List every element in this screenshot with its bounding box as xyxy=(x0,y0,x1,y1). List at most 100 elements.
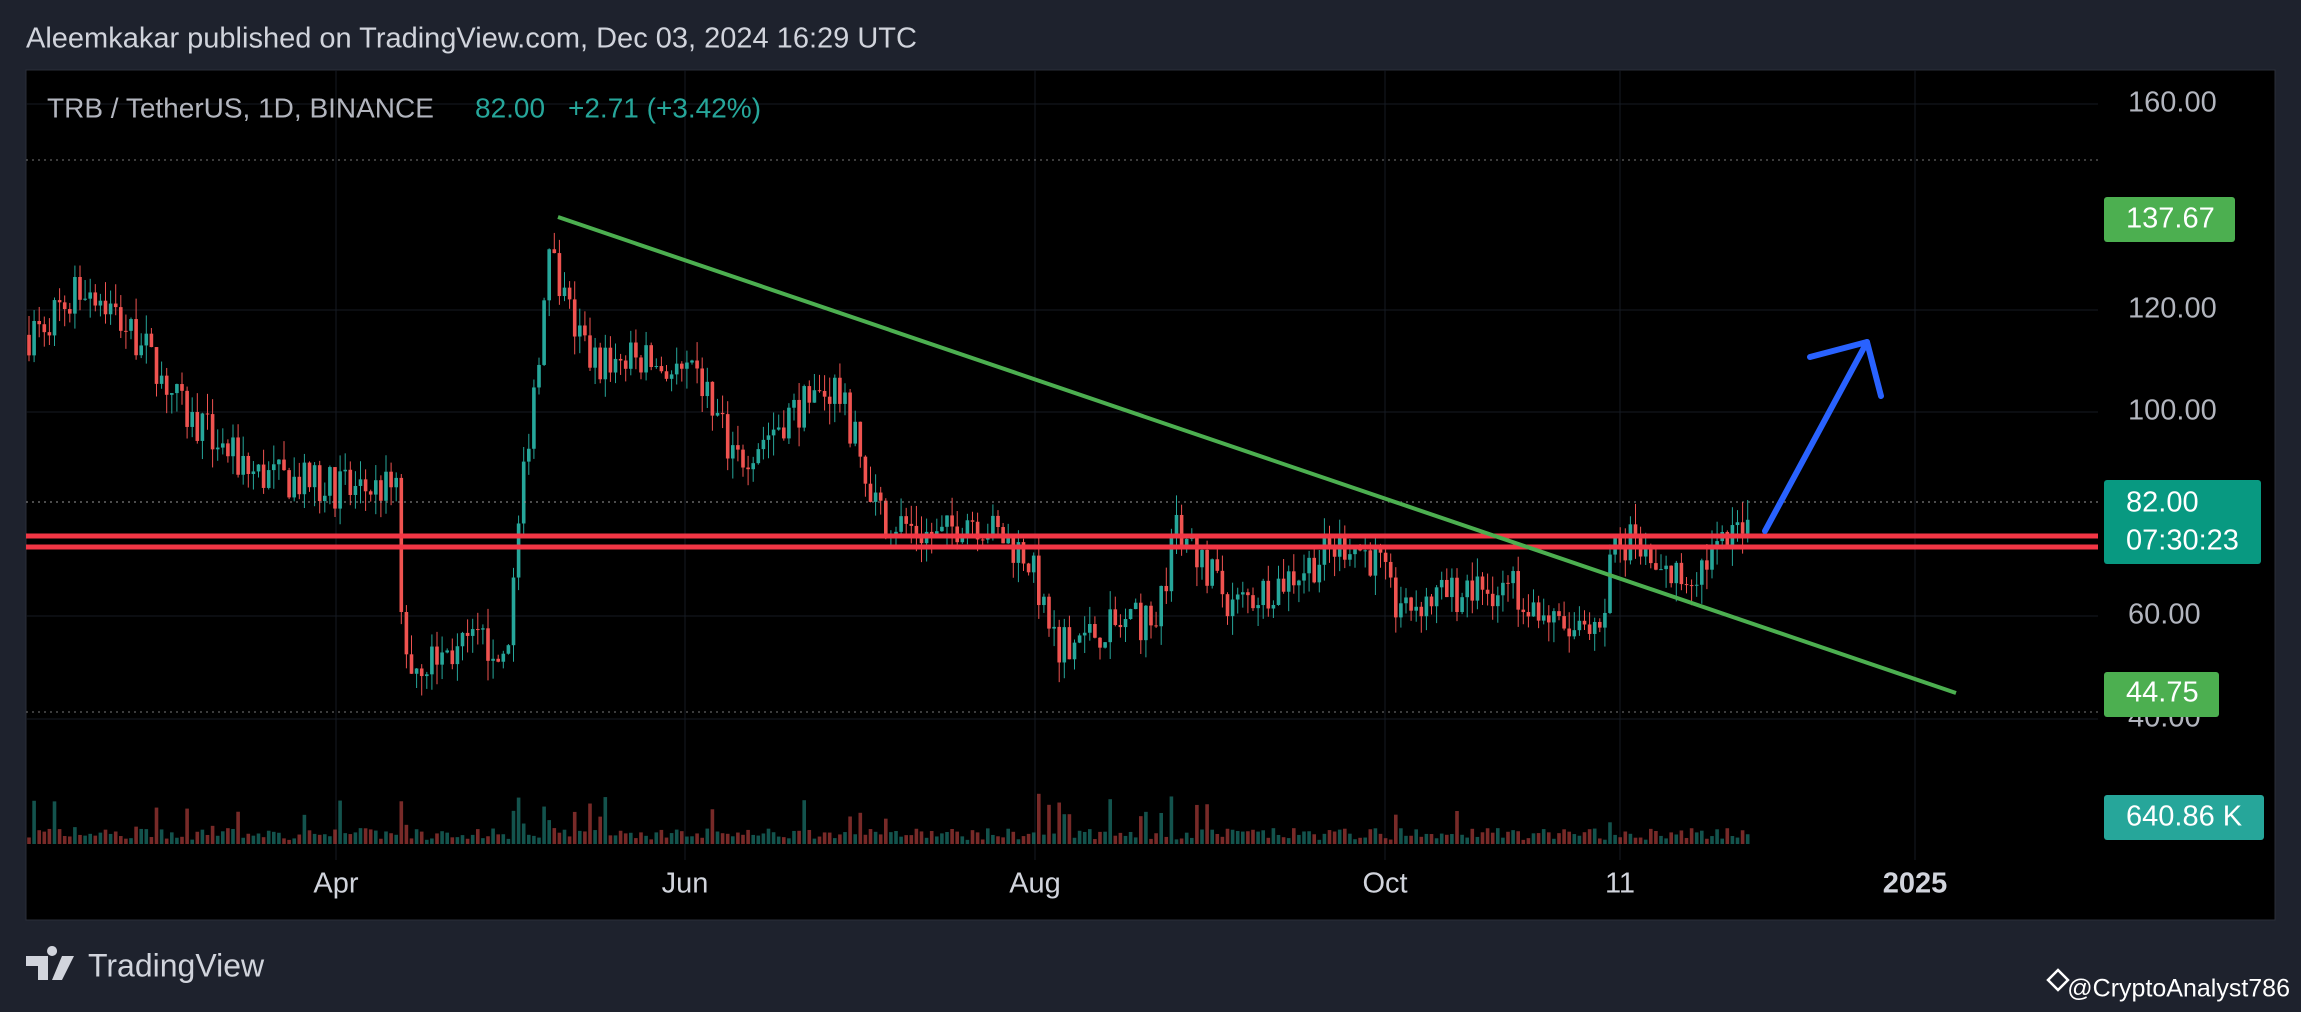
candle-body xyxy=(1154,625,1158,627)
candle-body xyxy=(27,334,31,356)
volume-bar xyxy=(654,832,659,844)
candle-body xyxy=(705,381,710,397)
volume-bar xyxy=(532,835,536,844)
volume-bar xyxy=(465,838,470,844)
volume-bar xyxy=(231,828,235,844)
brand: TradingView xyxy=(88,947,265,983)
candle-body xyxy=(333,467,337,509)
volume-bar xyxy=(807,829,812,844)
candle-body xyxy=(863,456,868,484)
volume-bar xyxy=(1286,838,1291,844)
volume-bar xyxy=(272,831,276,844)
volume-bar xyxy=(1139,816,1143,844)
volume-bar xyxy=(287,839,291,844)
volume-bar xyxy=(1511,830,1515,844)
candle-body xyxy=(629,342,633,369)
candle-body xyxy=(175,384,179,394)
candle-body xyxy=(572,299,577,337)
volume-bar xyxy=(455,837,460,844)
candle-body xyxy=(338,471,342,509)
volume-bar xyxy=(1700,830,1704,844)
candle-body xyxy=(190,412,194,427)
candle-body xyxy=(470,629,475,636)
candle-body xyxy=(93,292,98,306)
volume-bar xyxy=(1042,834,1046,844)
volume-bar xyxy=(1200,829,1204,844)
candle-body xyxy=(746,467,750,470)
candle-body xyxy=(134,319,138,356)
candle-body xyxy=(873,492,878,502)
volume-bar xyxy=(307,830,312,844)
volume-bar xyxy=(1230,829,1235,844)
candle-body xyxy=(1042,596,1046,606)
candle-body xyxy=(715,412,720,416)
volume-bar xyxy=(1021,836,1026,844)
candle-body xyxy=(884,500,888,538)
candle-body xyxy=(1164,585,1169,592)
volume-bar xyxy=(1088,829,1092,844)
volume-bar xyxy=(1465,837,1469,844)
candle-body xyxy=(103,300,108,315)
candle-body xyxy=(1735,522,1740,526)
candle-body xyxy=(460,632,465,647)
candle-body xyxy=(465,632,470,636)
candle-body xyxy=(379,480,383,501)
candle-body xyxy=(241,455,245,475)
volume-bar xyxy=(935,836,939,844)
volume-bar xyxy=(1358,837,1362,844)
candle-body xyxy=(1353,546,1357,555)
volume-bar xyxy=(190,839,194,844)
candle-body xyxy=(736,445,740,450)
volume-bar xyxy=(1455,810,1459,844)
candle-body xyxy=(236,437,240,475)
volume-bar xyxy=(425,839,429,844)
high-badge-label: 137.67 xyxy=(2126,203,2215,235)
volume-bar xyxy=(419,831,424,844)
candle-body xyxy=(843,392,847,404)
candle-body xyxy=(1067,627,1072,660)
candle-body xyxy=(654,366,659,368)
volume-bar xyxy=(659,829,664,844)
volume-bar xyxy=(598,816,602,844)
volume-bar xyxy=(516,797,521,844)
candle-body xyxy=(1740,522,1745,534)
volume-bar xyxy=(62,836,67,844)
candle-body xyxy=(562,287,567,297)
volume-bar xyxy=(567,836,572,844)
candle-body xyxy=(812,390,817,403)
candle-body xyxy=(634,342,638,358)
candle-body xyxy=(1603,612,1607,628)
candle-body xyxy=(1174,514,1179,537)
volume-bar xyxy=(940,833,944,844)
candle-body xyxy=(1368,550,1373,576)
candle-body xyxy=(1450,577,1454,598)
volume-bar xyxy=(1292,828,1296,844)
candle-body xyxy=(608,347,613,373)
volume-bar xyxy=(705,828,710,844)
volume-bar xyxy=(1659,835,1663,844)
candle-body xyxy=(343,469,347,472)
volume-bar xyxy=(629,832,633,844)
volume-bar xyxy=(1220,836,1225,844)
volume-bar xyxy=(741,834,745,844)
candle-body xyxy=(980,539,985,541)
volume-bar xyxy=(1179,838,1184,844)
candle-body xyxy=(251,471,256,474)
candle-body xyxy=(1623,548,1628,561)
candle-body xyxy=(1475,576,1480,601)
volume-bar xyxy=(470,834,475,844)
candle-body xyxy=(1317,564,1322,583)
candle-body xyxy=(1434,587,1439,607)
candle-body xyxy=(1643,548,1648,557)
candle-body xyxy=(1103,642,1107,648)
volume-bar xyxy=(266,830,271,844)
candle-body xyxy=(792,399,796,408)
candle-body xyxy=(1383,552,1388,562)
candle-body xyxy=(1006,537,1010,544)
low-badge xyxy=(2104,672,2219,717)
time-label: 11 xyxy=(1605,868,1635,900)
volume-bar xyxy=(1184,832,1189,844)
candle-body xyxy=(1077,635,1082,643)
candle-body xyxy=(1725,532,1730,547)
volume-bar xyxy=(154,807,159,844)
